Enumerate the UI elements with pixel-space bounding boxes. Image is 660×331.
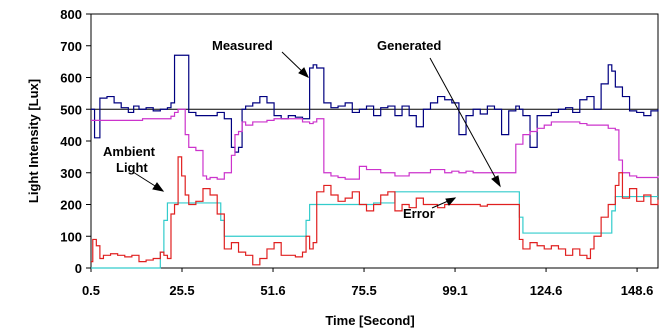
x-tick-label: 75.5	[351, 283, 376, 298]
series-line-generated	[91, 108, 659, 180]
arrowhead-measured	[298, 67, 309, 78]
x-tick-label: 148.6	[621, 283, 654, 298]
x-tick-label: 99.1	[442, 283, 467, 298]
y-axis-ticks: 0 100 200 300 400 500 600 700 800	[60, 7, 91, 276]
y-tick-label: 100	[60, 229, 82, 244]
x-axis-title: Time [Second]	[325, 313, 414, 328]
y-tick-label: 800	[60, 7, 82, 22]
annotation-generated: Generated	[377, 38, 441, 53]
annotation-ambient-line: Light	[116, 160, 148, 175]
annotation-ambient-line: Ambient	[103, 144, 156, 159]
annotation-arrows	[132, 51, 501, 209]
y-tick-label: 200	[60, 198, 82, 213]
x-axis-ticks: 0.5 25.5 51.6 75.5 99.1 124.6 148.6	[82, 268, 653, 298]
y-tick-label: 700	[60, 39, 82, 54]
annotation-measured: Measured	[212, 38, 273, 53]
y-tick-label: 400	[60, 134, 82, 149]
x-tick-label: 0.5	[82, 283, 100, 298]
series-line-measured	[91, 54, 659, 153]
annotation-error: Error	[403, 206, 435, 221]
y-tick-label: 300	[60, 166, 82, 181]
series-line-error	[91, 156, 659, 266]
y-tick-label: 600	[60, 71, 82, 86]
series-layer	[91, 54, 659, 269]
arrow-generated	[429, 57, 501, 187]
x-tick-label: 25.5	[169, 283, 194, 298]
plot-area	[90, 13, 659, 269]
y-tick-label: 500	[60, 102, 82, 117]
arrowhead-generated	[491, 175, 501, 188]
annotations: Measured Generated Ambient Light Error	[103, 38, 441, 221]
arrowhead-ambient	[152, 182, 165, 192]
x-tick-label: 51.6	[260, 283, 285, 298]
x-tick-label: 124.6	[530, 283, 563, 298]
arrowhead-error	[445, 197, 457, 206]
series-line-ambient-light	[91, 191, 658, 269]
annotation-ambient-light: Ambient Light	[103, 144, 156, 175]
y-axis-title: Light Intensity [Lux]	[26, 79, 41, 203]
y-tick-label: 0	[75, 261, 82, 276]
